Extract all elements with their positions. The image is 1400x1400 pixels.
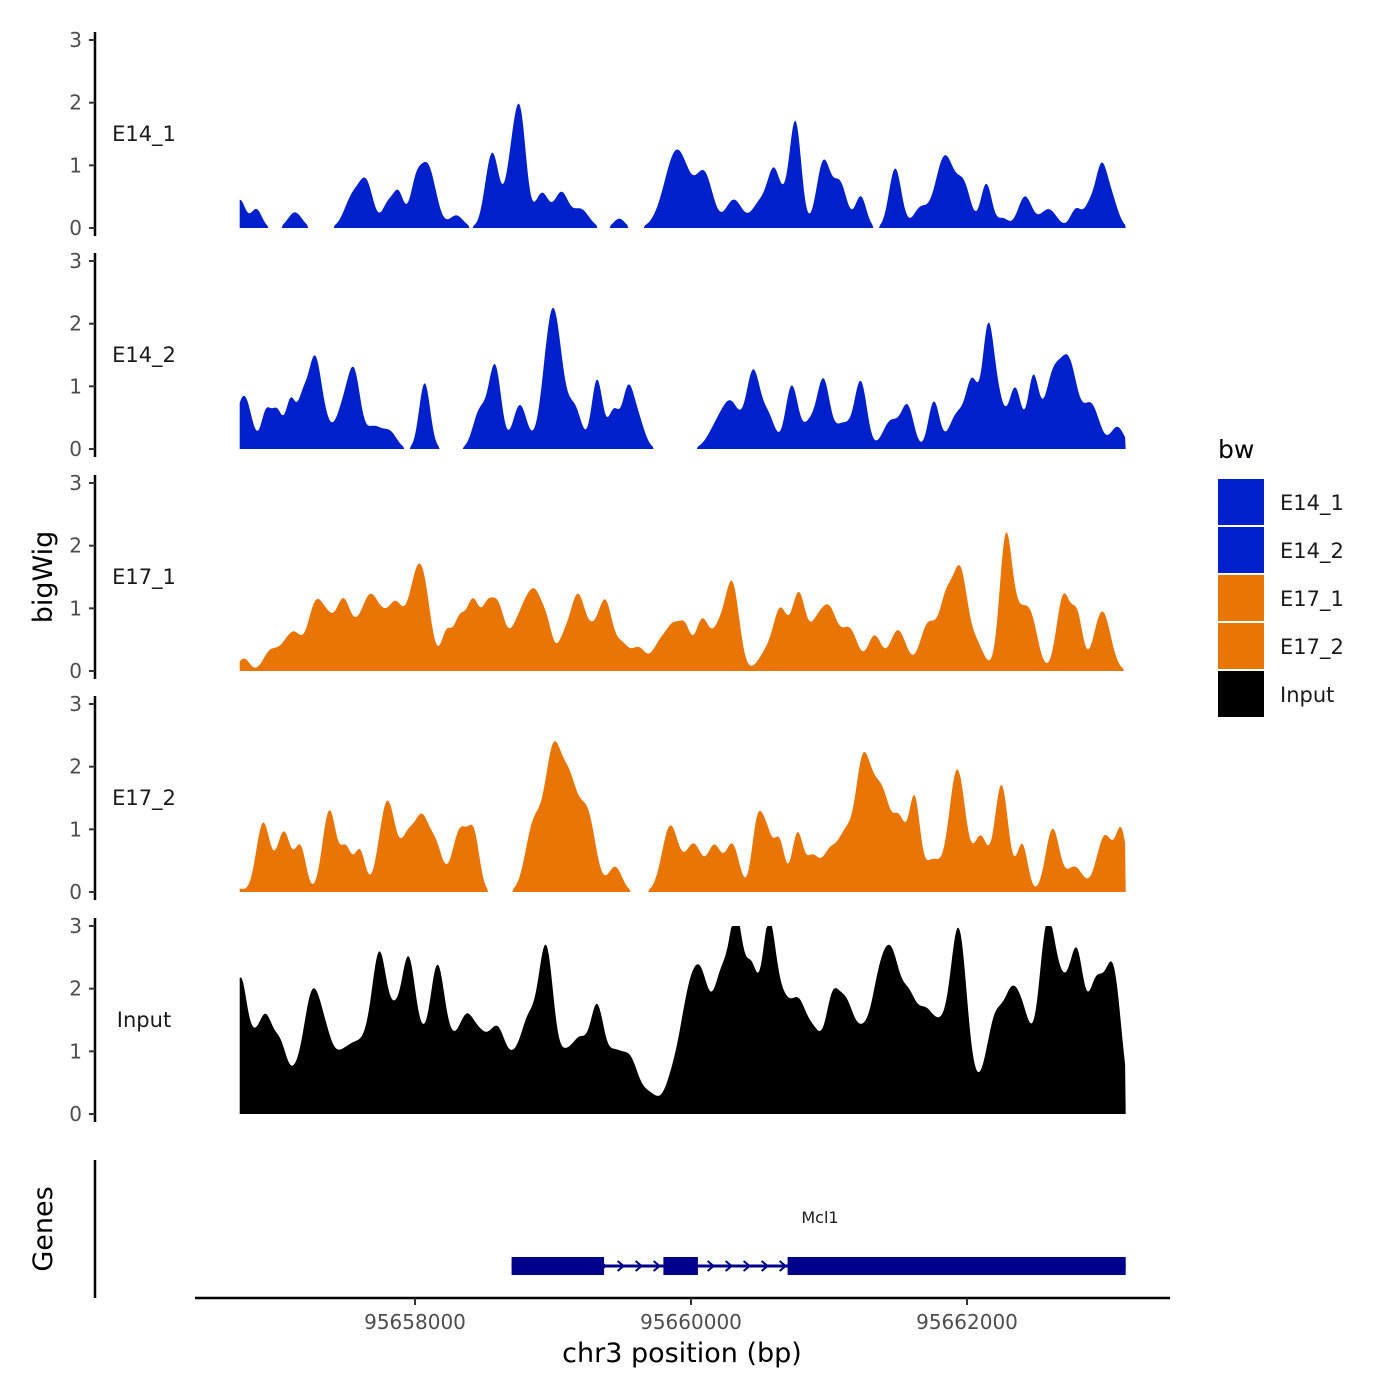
legend-key-E17_1 [1218, 575, 1264, 621]
y-tick-label-Input-3: 3 [69, 914, 82, 938]
y-tick-label-E14_1-0: 0 [69, 216, 82, 240]
strand-arrow [652, 1260, 662, 1272]
exon-2 [663, 1257, 698, 1275]
legend-key-Input [1218, 671, 1264, 717]
track-E14_2: 0 1 2 3 E14_2 [69, 249, 1126, 461]
legend-label-E14_1: E14_1 [1280, 491, 1344, 516]
track-label-Input: Input [117, 1008, 171, 1032]
legend-title: bw [1218, 435, 1254, 464]
y-tick-label-E17_2-0: 0 [69, 880, 82, 904]
gene-models: Mcl1 [511, 1208, 1126, 1275]
y-tick-label-Input-2: 2 [69, 977, 82, 1001]
coverage-area-E14_2 [239, 307, 1126, 449]
track-E17_1: 0 1 2 3 E17_1 [69, 471, 1126, 683]
legend-label-E17_1: E17_1 [1280, 587, 1344, 612]
exon-1 [511, 1257, 605, 1275]
coverage-area-E17_1 [239, 532, 1126, 671]
y-tick-label-E14_1-2: 2 [69, 91, 82, 115]
strand-arrow [760, 1260, 770, 1272]
x-axis: 95658000 95660000 95662000 [195, 1296, 1170, 1334]
y-tick-label-E17_1-0: 0 [69, 659, 82, 683]
track-Input: 0 1 2 3 Input [69, 914, 1126, 1126]
genes-axis-title: Genes [28, 1186, 59, 1271]
gene-Mcl1: Mcl1 [511, 1208, 1126, 1275]
x-axis-title: chr3 position (bp) [562, 1338, 802, 1369]
legend-label-Input: Input [1280, 683, 1334, 707]
y-tick-label-E17_2-3: 3 [69, 692, 82, 716]
strand-arrow [742, 1260, 752, 1272]
y-tick-label-E14_1-1: 1 [69, 153, 82, 177]
exon-3 [787, 1257, 1126, 1275]
y-tick-label-E14_1-3: 3 [69, 28, 82, 52]
strand-arrow [634, 1260, 644, 1272]
strand-arrow [724, 1260, 734, 1272]
strand-arrow [616, 1260, 626, 1272]
coverage-area-E17_2 [239, 741, 1126, 892]
track-E17_2: 0 1 2 3 E17_2 [69, 692, 1126, 904]
track-label-E14_1: E14_1 [112, 122, 176, 147]
legend-key-E17_2 [1218, 623, 1264, 669]
y-tick-label-E17_1-3: 3 [69, 471, 82, 495]
strand-arrow [706, 1260, 716, 1272]
y-tick-label-Input-1: 1 [69, 1039, 82, 1063]
legend-label-E17_2: E17_2 [1280, 635, 1344, 660]
x-tick-label-95660000: 95660000 [640, 1310, 742, 1334]
track-panels: 0 1 2 3 E14_1 0 1 2 3 E14_2 0 1 2 3 E17_1 0 1 2 3 E17_2 0 1 2 3… [69, 28, 1126, 1126]
x-tick-label-95662000: 95662000 [916, 1310, 1018, 1334]
y-tick-label-E17_2-2: 2 [69, 755, 82, 779]
legend-key-E14_2 [1218, 527, 1264, 573]
legend-label-E14_2: E14_2 [1280, 539, 1344, 564]
legend-key-E14_1 [1218, 479, 1264, 525]
y-tick-label-E14_2-2: 2 [69, 312, 82, 336]
x-tick-label-95658000: 95658000 [364, 1310, 466, 1334]
gene-panel: Genes Mcl1 [28, 1160, 1126, 1298]
y-tick-label-E14_2-3: 3 [69, 249, 82, 273]
y-tick-label-E17_2-1: 1 [69, 817, 82, 841]
coverage-area-E14_1 [239, 103, 1126, 228]
track-label-E17_1: E17_1 [112, 565, 176, 590]
legend: bw E14_1 E14_2 E17_1 E17_2 Input [1218, 435, 1344, 717]
y-axis-title: bigWig [28, 531, 59, 624]
y-tick-label-E17_1-2: 2 [69, 534, 82, 558]
coverage-area-Input [239, 926, 1126, 1114]
y-tick-label-E14_2-1: 1 [69, 374, 82, 398]
track-label-E17_2: E17_2 [112, 786, 176, 811]
track-E14_1: 0 1 2 3 E14_1 [69, 28, 1126, 240]
track-label-E14_2: E14_2 [112, 343, 176, 368]
y-tick-label-Input-0: 0 [69, 1102, 82, 1126]
y-tick-label-E17_1-1: 1 [69, 596, 82, 620]
gene-label-Mcl1: Mcl1 [801, 1208, 838, 1227]
strand-arrow [778, 1260, 788, 1272]
y-tick-label-E14_2-0: 0 [69, 437, 82, 461]
